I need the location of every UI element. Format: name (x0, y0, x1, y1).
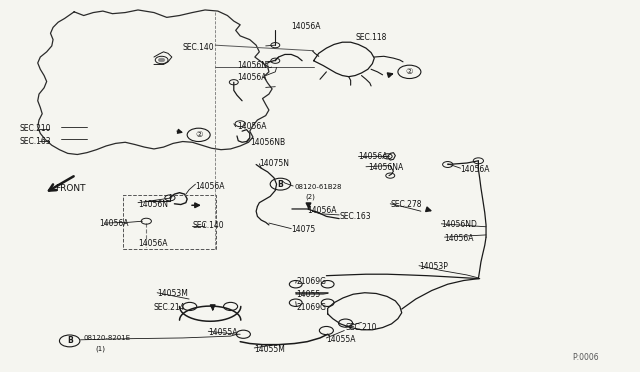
Text: P:0006: P:0006 (572, 353, 599, 362)
Text: 08120-61B28: 08120-61B28 (294, 184, 342, 190)
Text: 14056A: 14056A (138, 239, 168, 248)
Text: SEC.163: SEC.163 (20, 137, 51, 146)
Text: (1): (1) (95, 345, 105, 352)
Text: SEC.278: SEC.278 (390, 200, 422, 209)
Text: 14056A: 14056A (237, 73, 266, 82)
Text: 14055A: 14055A (326, 335, 356, 344)
Text: SEC.163: SEC.163 (339, 212, 371, 221)
Text: 14056NC: 14056NC (237, 61, 272, 70)
Text: 14075: 14075 (291, 225, 316, 234)
Text: B: B (67, 336, 72, 346)
Text: 14053M: 14053M (157, 289, 188, 298)
Text: 14055: 14055 (296, 290, 321, 299)
Text: 14056A: 14056A (445, 234, 474, 243)
Text: 08120-8201E: 08120-8201E (84, 335, 131, 341)
Text: B: B (278, 180, 284, 189)
Text: 14056N: 14056N (138, 200, 168, 209)
Text: 14053P: 14053P (419, 262, 448, 271)
Text: ②: ② (406, 67, 413, 76)
Text: 14056A: 14056A (100, 219, 129, 228)
Text: 14056A: 14056A (358, 152, 388, 161)
Bar (124, 195, 216, 249)
Text: 21069G: 21069G (296, 303, 326, 312)
Text: 14056A: 14056A (195, 182, 225, 190)
Text: SEC.210: SEC.210 (346, 323, 377, 332)
Text: 14056A: 14056A (237, 122, 266, 131)
Text: 14055M: 14055M (254, 344, 285, 353)
Text: 14056NB: 14056NB (250, 138, 285, 147)
Text: SEC.210: SEC.210 (20, 124, 51, 133)
Text: 14056ND: 14056ND (442, 221, 477, 230)
Text: 14075N: 14075N (259, 159, 289, 168)
Circle shape (159, 58, 165, 62)
Text: ②: ② (195, 130, 202, 140)
Text: 21069G: 21069G (296, 277, 326, 286)
Text: FRONT: FRONT (55, 185, 86, 193)
Text: SEC.140: SEC.140 (182, 42, 214, 51)
Text: 14056A: 14056A (461, 165, 490, 174)
Text: 14056A: 14056A (307, 206, 337, 215)
Text: SEC.214: SEC.214 (154, 303, 186, 312)
Text: 14055A: 14055A (208, 328, 237, 337)
Text: 14056A: 14056A (291, 22, 321, 31)
Text: SEC.118: SEC.118 (355, 33, 387, 42)
Text: SEC.140: SEC.140 (192, 221, 224, 230)
Text: (2): (2) (305, 194, 315, 201)
Text: 14056NA: 14056NA (368, 163, 403, 172)
